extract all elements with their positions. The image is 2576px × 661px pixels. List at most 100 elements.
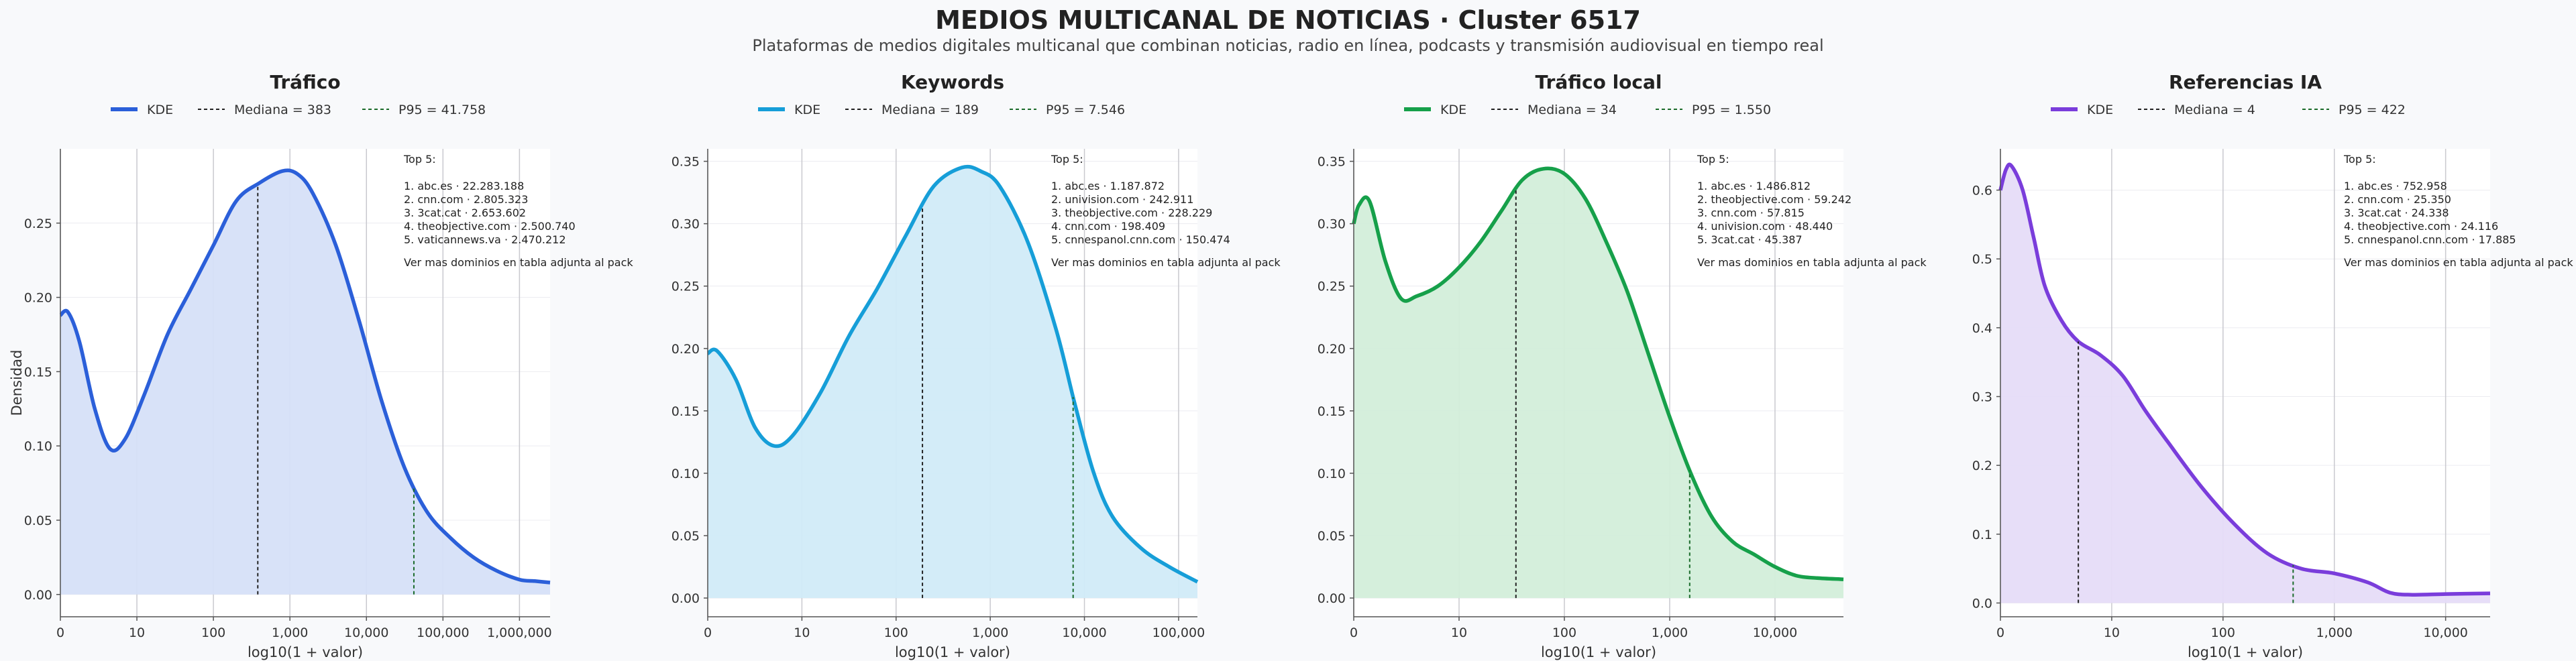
- y-tick-label: 0.1: [1972, 528, 1992, 542]
- figure-subtitle: Plataformas de medios digitales multican…: [752, 36, 1824, 55]
- y-tick-label: 0.00: [672, 591, 700, 606]
- kde-area: [2000, 164, 2490, 603]
- x-tick-label: 0: [56, 625, 64, 640]
- y-tick-label: 0.25: [1318, 280, 1346, 294]
- y-tick-label: 0.5: [1972, 252, 1992, 267]
- y-tick-label: 0.10: [24, 439, 52, 454]
- x-tick-label: 0: [704, 625, 712, 640]
- x-tick-label: 100: [2211, 625, 2235, 640]
- x-axis-label: log10(1 + valor): [248, 644, 363, 660]
- x-axis-label: log10(1 + valor): [2188, 644, 2303, 660]
- legend-median-label: Mediana = 189: [881, 103, 979, 117]
- x-tick-label: 10: [2104, 625, 2120, 640]
- legend-kde-label: KDE: [794, 103, 820, 117]
- top5-item: 4. theobjective.com · 2.500.740: [404, 220, 576, 233]
- kde-line: [1998, 162, 2491, 597]
- x-tick-label: 10,000: [1753, 625, 1797, 640]
- top5-item: 1. abc.es · 22.283.188: [404, 180, 524, 192]
- x-tick-label: 1,000: [972, 625, 1008, 640]
- top5-item: 4. cnn.com · 198.409: [1051, 220, 1165, 233]
- legend-kde-label: KDE: [147, 103, 173, 117]
- y-tick-label: 0.15: [1318, 404, 1346, 419]
- x-tick-label: 100: [201, 625, 225, 640]
- y-tick-label: 0.35: [672, 155, 700, 170]
- x-tick-label: 0: [1996, 625, 2004, 640]
- x-tick-label: 100,000: [417, 625, 470, 640]
- legend-p95-label: P95 = 1.550: [1692, 103, 1771, 117]
- legend-median-label: Mediana = 4: [2174, 103, 2255, 117]
- y-tick-label: 0.10: [672, 467, 700, 481]
- top5-item: 3. theobjective.com · 228.229: [1051, 206, 1212, 219]
- y-tick-label: 0.25: [672, 280, 700, 294]
- top5-item: 2. theobjective.com · 59.242: [1697, 193, 1851, 206]
- x-tick-label: 100,000: [1152, 625, 1205, 640]
- y-tick-label: 0.05: [1318, 529, 1346, 544]
- chart-title: Referencias IA: [2169, 71, 2322, 93]
- x-axis-label: log10(1 + valor): [895, 644, 1010, 660]
- top5-item: 2. univision.com · 242.911: [1051, 193, 1193, 206]
- y-tick-label: 0.20: [1318, 342, 1346, 357]
- y-tick-label: 0.0: [1972, 596, 1992, 611]
- top5-item: 1. abc.es · 1.187.872: [1051, 180, 1165, 192]
- y-tick-label: 0.10: [1318, 467, 1346, 481]
- top5-heading: Top 5:: [1051, 153, 1083, 166]
- top5-item: 5. cnnespanol.cnn.com · 17.885: [2344, 233, 2516, 246]
- y-tick-label: 0.15: [672, 404, 700, 419]
- x-tick-label: 10: [1451, 625, 1467, 640]
- legend-p95-label: P95 = 41.758: [398, 103, 486, 117]
- x-tick-label: 0: [1350, 625, 1358, 640]
- y-tick-label: 0.00: [1318, 591, 1346, 606]
- y-tick-label: 0.20: [672, 342, 700, 357]
- top5-item: 2. cnn.com · 2.805.323: [404, 193, 528, 206]
- x-tick-label: 1,000,000: [487, 625, 552, 640]
- x-tick-label: 10,000: [344, 625, 388, 640]
- y-tick-label: 0.05: [24, 514, 52, 528]
- kde-area: [60, 170, 550, 595]
- kde-area: [1354, 168, 1843, 599]
- y-tick-label: 0.6: [1972, 184, 1992, 198]
- top5-item: 1. abc.es · 752.958: [2344, 180, 2447, 192]
- top5-item: 3. 3cat.cat · 24.338: [2344, 206, 2449, 219]
- y-tick-label: 0.00: [24, 588, 52, 603]
- y-tick-label: 0.2: [1972, 459, 1992, 473]
- top5-item: 3. 3cat.cat · 2.653.602: [404, 206, 526, 219]
- x-tick-label: 10,000: [2423, 625, 2467, 640]
- top5-footnote: Ver mas dominios en tabla adjunta al pac…: [2344, 256, 2573, 269]
- x-tick-label: 100: [1552, 625, 1576, 640]
- legend-kde-label: KDE: [1440, 103, 1466, 117]
- kde-area: [708, 166, 1197, 599]
- chart-title: Tráfico local: [1536, 71, 1662, 93]
- legend-median-label: Mediana = 383: [234, 103, 331, 117]
- kde-line: [59, 168, 551, 585]
- top5-item: 4. univision.com · 48.440: [1697, 220, 1833, 233]
- legend-p95-label: P95 = 7.546: [1046, 103, 1125, 117]
- kde-line: [1352, 166, 1844, 581]
- x-tick-label: 1,000: [1652, 625, 1688, 640]
- top5-heading: Top 5:: [403, 153, 436, 166]
- y-axis-label: Densidad: [9, 350, 25, 416]
- chart-panel-1: 0.00 0.05 0.10 0.15 0.20 0.25 0.30 0.35 0 10 100 1,…: [672, 71, 1281, 660]
- x-tick-label: 10: [129, 625, 145, 640]
- top5-item: 1. abc.es · 1.486.812: [1697, 180, 1811, 192]
- chart-title: Keywords: [901, 71, 1004, 93]
- x-tick-label: 1,000: [2316, 625, 2353, 640]
- legend-kde-label: KDE: [2087, 103, 2113, 117]
- top5-footnote: Ver mas dominios en tabla adjunta al pac…: [404, 256, 633, 269]
- y-tick-label: 0.35: [1318, 155, 1346, 170]
- legend-p95-label: P95 = 422: [2339, 103, 2406, 117]
- top5-item: 4. theobjective.com · 24.116: [2344, 220, 2498, 233]
- top5-footnote: Ver mas dominios en tabla adjunta al pac…: [1697, 256, 1927, 269]
- chart-panel-0: 0.00 0.05 0.10 0.15 0.20 0.25 0 10 100 1,000 10,00…: [9, 71, 633, 660]
- y-tick-label: 0.15: [24, 365, 52, 379]
- chart-panel-3: 0.0 0.1 0.2 0.3 0.4 0.5 0.6 0 10 100 1,000 10,000 lo…: [1972, 71, 2574, 660]
- x-tick-label: 100: [884, 625, 908, 640]
- figure-title: MEDIOS MULTICANAL DE NOTICIAS · Cluster …: [935, 5, 1641, 35]
- y-tick-label: 0.30: [672, 217, 700, 232]
- y-tick-label: 0.20: [24, 291, 52, 306]
- top5-footnote: Ver mas dominios en tabla adjunta al pac…: [1051, 256, 1281, 269]
- chart-panel-2: 0.00 0.05 0.10 0.15 0.20 0.25 0.30 0.35 0 10 100 1,…: [1318, 71, 1927, 660]
- y-tick-label: 0.25: [24, 217, 52, 231]
- y-tick-label: 0.05: [672, 529, 700, 544]
